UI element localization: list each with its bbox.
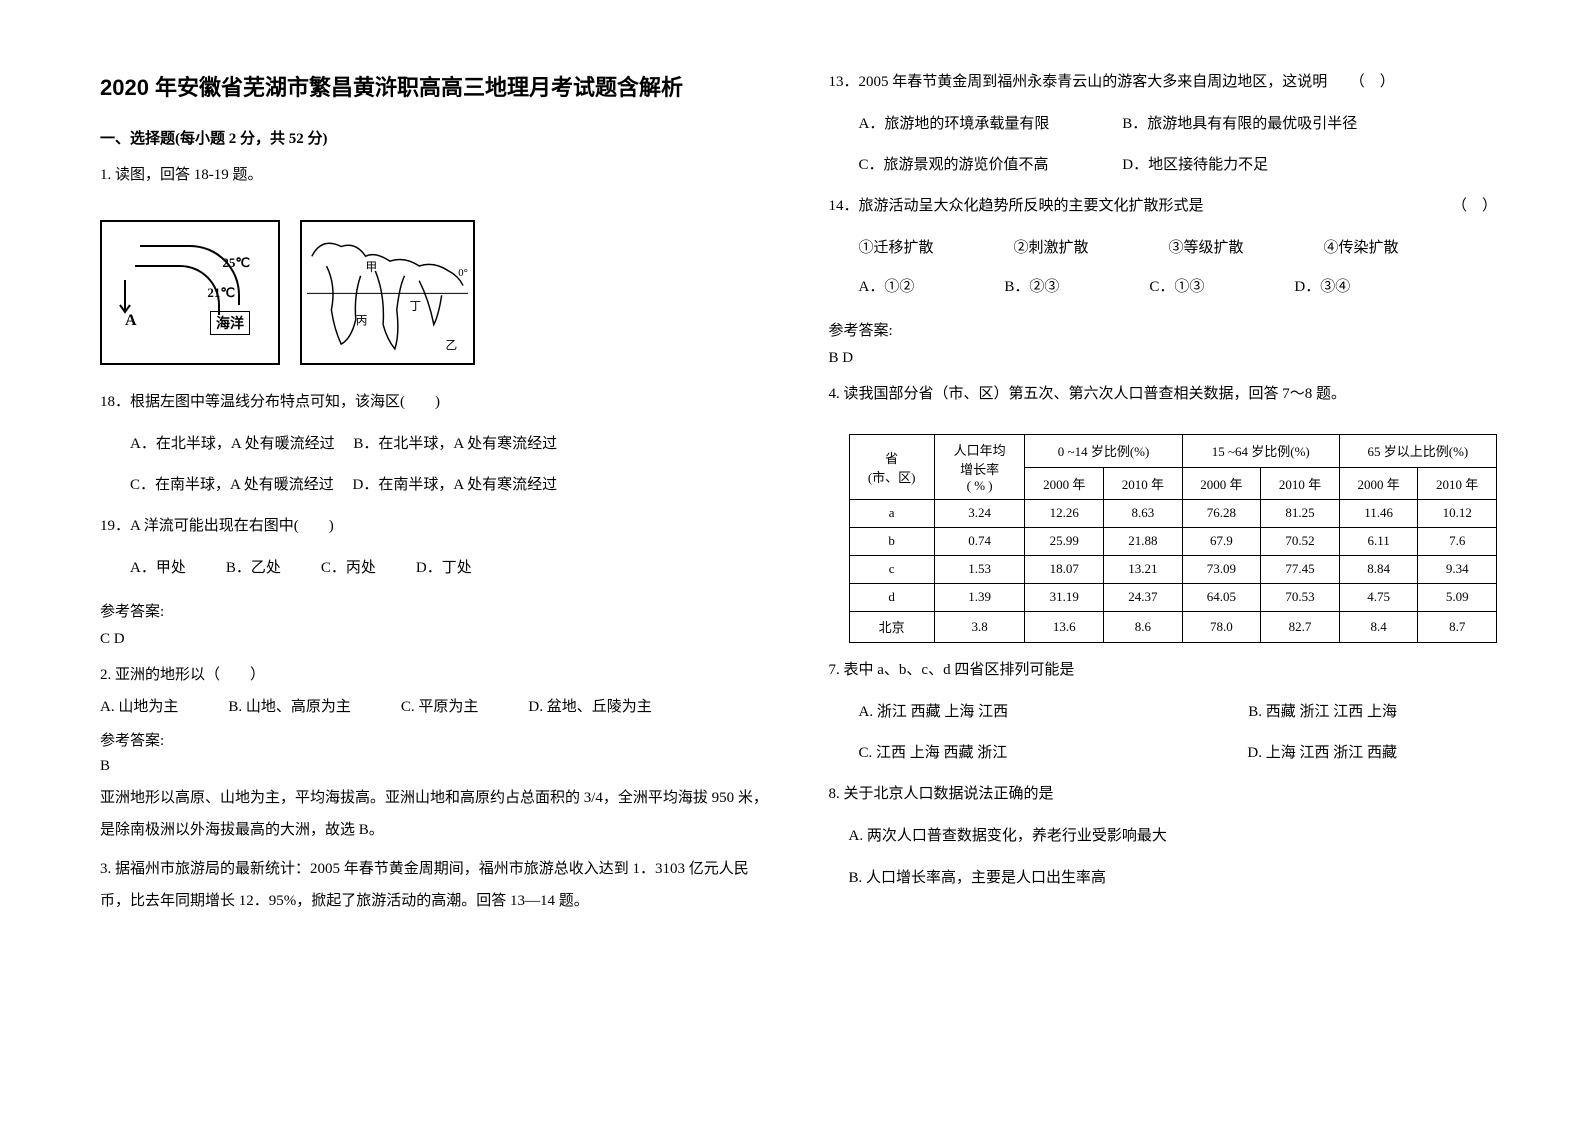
q2-d: D. 盆地、丘陵为主 [528,695,651,716]
q14-paren: （ ） [1452,194,1497,218]
th-65: 65 岁以上比例(%) [1339,435,1496,468]
q14-d: D．③④ [1294,275,1350,296]
q18-d: D．在南半球，A 处有寒流经过 [353,477,558,493]
th-y2010-1: 2010 年 [1104,467,1183,500]
section-header: 一、选择题(每小题 2 分，共 52 分) [100,127,769,148]
q13-a: A．旅游地的环境承载量有限 [859,112,1119,133]
q8: 8. 关于北京人口数据说法正确的是 [829,782,1498,806]
th-y2000-2: 2000 年 [1182,467,1261,500]
q14-opts: A．①② B．②③ C．①③ D．③④ [829,275,1498,296]
temp-25: 25℃ [222,255,250,271]
q14: 14．旅游活动呈大众化趋势所反映的主要文化扩散形式是 （ ） [829,194,1498,218]
q14-l2: ②刺激扩散 [1014,236,1089,257]
q13-opts-row2: C．旅游景观的游览价值不高 D．地区接待能力不足 [829,153,1498,174]
q14-l1: ①迁移扩散 [859,236,934,257]
figure-row: 25℃ 21℃ A 海洋 甲 0° 丁 丙 乙 [100,220,769,365]
q2-explanation: 亚洲地形以高原、山地为主，平均海拔高。亚洲山地和高原约占总面积的 3/4，全洲平… [100,783,769,846]
th-0-14: 0 ~14 岁比例(%) [1025,435,1182,468]
map-label-0: 0° [458,267,468,279]
map-label-ding: 丁 [409,300,421,313]
th-y2010-3: 2010 年 [1418,467,1497,500]
table-header-row1: 省 (市、区) 人口年均 增长率 ( % ) 0 ~14 岁比例(%) 15 ~… [849,435,1497,468]
q7-b: B. 西藏 浙江 江西 上海 [1248,700,1397,721]
q1-intro: 1. 读图，回答 18-19 题。 [100,163,769,187]
q2: 2. 亚洲的地形以（ ） [100,663,769,687]
q19: 19．A 洋流可能出现在右图中( ) [100,514,769,538]
q19-opts: A．甲处 B．乙处 C．丙处 D．丁处 [100,556,769,577]
exam-title: 2020 年安徽省芜湖市繁昌黄浒职高高三地理月考试题含解析 [100,70,769,102]
q7-c: C. 江西 上海 西藏 浙江 [859,741,1008,762]
q18: 18．根据左图中等温线分布特点可知，该海区( ) [100,390,769,414]
q13-b: B．旅游地具有有限的最优吸引半径 [1122,116,1357,132]
ans-label-3: 参考答案: [829,319,1498,340]
table-row: 北京3.813.68.678.082.78.48.7 [849,611,1497,642]
table-row: a3.2412.268.6376.2881.2511.4610.12 [849,500,1497,528]
q18-opts-row1: A．在北半球，A 处有暖流经过 B．在北半球，A 处有寒流经过 [100,432,769,453]
population-table: 省 (市、区) 人口年均 增长率 ( % ) 0 ~14 岁比例(%) 15 ~… [849,434,1498,638]
q19-c: C．丙处 [321,556,376,577]
q7-d: D. 上海 江西 浙江 西藏 [1247,741,1397,762]
q7-opts-row1: A. 浙江 西藏 上海 江西 B. 西藏 浙江 江西 上海 [829,700,1498,721]
map-label-yi: 乙 [446,339,458,352]
q7-a: A. 浙江 西藏 上海 江西 [859,700,1009,721]
table-row: d1.3931.1924.3764.0570.534.755.09 [849,583,1497,611]
q2-a: A. 山地为主 [100,695,178,716]
q18-b: B．在北半球，A 处有寒流经过 [353,436,557,452]
q2-opts: A. 山地为主 B. 山地、高原为主 C. 平原为主 D. 盆地、丘陵为主 [100,695,769,716]
q4: 4. 读我国部分省（市、区）第五次、第六次人口普查相关数据，回答 7～8 题。 [829,382,1498,406]
right-column: 13．2005 年春节黄金周到福州永泰青云山的游客大多来自周边地区，这说明 （ … [829,70,1498,1082]
q19-a: A．甲处 [130,556,186,577]
figure-left: 25℃ 21℃ A 海洋 [100,220,280,365]
arrow-icon [115,280,135,320]
map-label-jia: 甲 [366,261,378,274]
q14-a: A．①② [859,275,915,296]
ans-1: C D [100,631,769,648]
ans-label-1: 参考答案: [100,600,769,621]
q14-b: B．②③ [1004,275,1059,296]
q19-d: D．丁处 [416,556,472,577]
temp-21: 21℃ [207,285,235,301]
th-y2010-2: 2010 年 [1261,467,1340,500]
q8-a: A. 两次人口普查数据变化，养老行业受影响最大 [829,824,1498,848]
map-label-bing: 丙 [356,315,368,328]
th-y2000-3: 2000 年 [1339,467,1418,500]
q2-c: C. 平原为主 [401,695,479,716]
ans-label-2: 参考答案: [100,729,769,750]
q18-opts-row2: C．在南半球，A 处有暖流经过 D．在南半球，A 处有寒流经过 [100,473,769,494]
ocean-label: 海洋 [210,311,250,335]
q8-b: B. 人口增长率高，主要是人口出生率高 [829,866,1498,890]
ans-3: B D [829,350,1498,367]
q18-c: C．在南半球，A 处有暖流经过 [130,477,334,493]
q13-opts-row1: A．旅游地的环境承载量有限 B．旅游地具有有限的最优吸引半径 [829,112,1498,133]
table-row: c1.5318.0713.2173.0977.458.849.34 [849,555,1497,583]
q7: 7. 表中 a、b、c、d 四省区排列可能是 [829,658,1498,682]
th-growth: 人口年均 增长率 ( % ) [934,435,1025,500]
q14-l4: ④传染扩散 [1324,236,1399,257]
ans-2: B [100,758,769,775]
q14-c: C．①③ [1149,275,1204,296]
q13-c: C．旅游景观的游览价值不高 [859,153,1119,174]
q14-text: 14．旅游活动呈大众化趋势所反映的主要文化扩散形式是 [829,198,1204,214]
figure-right: 甲 0° 丁 丙 乙 [300,220,475,365]
world-map-icon: 甲 0° 丁 丙 乙 [307,227,468,359]
th-15-64: 15 ~64 岁比例(%) [1182,435,1339,468]
q3: 3. 据福州市旅游局的最新统计：2005 年春节黄金周期间，福州市旅游总收入达到… [100,854,769,917]
th-y2000-1: 2000 年 [1025,467,1104,500]
table-row: b0.7425.9921.8867.970.526.117.6 [849,527,1497,555]
q14-l3: ③等级扩散 [1169,236,1244,257]
table-body: a3.2412.268.6376.2881.2511.4610.12 b0.74… [849,500,1497,643]
q2-b: B. 山地、高原为主 [228,695,351,716]
left-column: 2020 年安徽省芜湖市繁昌黄浒职高高三地理月考试题含解析 一、选择题(每小题 … [100,70,769,1082]
q18-a: A．在北半球，A 处有暖流经过 [130,436,335,452]
q13: 13．2005 年春节黄金周到福州永泰青云山的游客大多来自周边地区，这说明 （ … [829,70,1498,94]
q19-b: B．乙处 [226,556,281,577]
q7-opts-row2: C. 江西 上海 西藏 浙江 D. 上海 江西 浙江 西藏 [829,741,1498,762]
th-province: 省 (市、区) [849,435,934,500]
q13-d: D．地区接待能力不足 [1122,157,1268,173]
q14-list: ①迁移扩散 ②刺激扩散 ③等级扩散 ④传染扩散 [829,236,1498,257]
